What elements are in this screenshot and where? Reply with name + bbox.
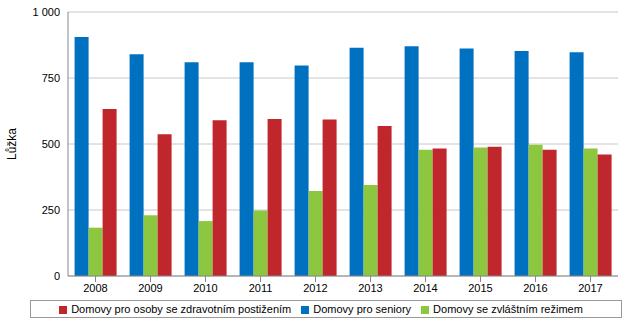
svg-text:2010: 2010 [193, 282, 217, 294]
svg-text:2012: 2012 [303, 282, 327, 294]
svg-text:500: 500 [42, 138, 60, 150]
html-text:Domovy pro seniory: Domovy pro seniory [313, 303, 412, 315]
svg-text:2009: 2009 [138, 282, 162, 294]
svg-text:2008: 2008 [83, 282, 107, 294]
svg-text:2011: 2011 [249, 282, 273, 294]
svg-text:2014: 2014 [413, 282, 437, 294]
svg-text:750: 750 [42, 72, 60, 84]
svg-text:0: 0 [54, 270, 60, 282]
svg-text:2015: 2015 [468, 282, 492, 294]
svg-text:Lůžka: Lůžka [8, 128, 19, 160]
svg-text:1 000: 1 000 [32, 6, 60, 18]
svg-text:2013: 2013 [358, 282, 382, 294]
svg-text:250: 250 [42, 204, 60, 216]
html-text:Domovy pro osoby se zdravotním: Domovy pro osoby se zdravotním postižení… [71, 303, 292, 315]
svg-text:2016: 2016 [523, 282, 547, 294]
svg-text:2017: 2017 [578, 282, 602, 294]
html-text:Domovy se zvláštním režimem: Domovy se zvláštním režimem [433, 303, 583, 315]
